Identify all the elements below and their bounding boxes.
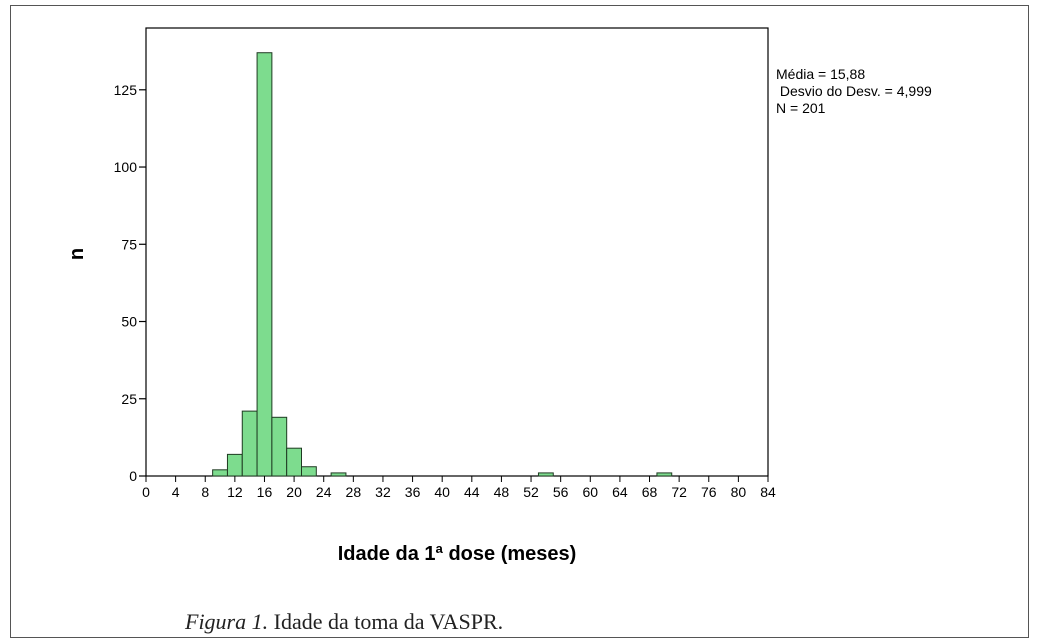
figure-frame: 0 4 8 12 16 20 24 28 32 36 40 44 48 52 56 60 64 68 72 76 80 8… [10,5,1029,638]
y-tick-label: 75 [121,236,137,252]
x-tick-label: 20 [286,484,302,500]
y-tick-label: 50 [121,314,137,330]
bars-group [212,52,673,477]
x-tick-label: 52 [523,484,539,500]
x-tick-label: 40 [434,484,450,500]
plot-area [145,27,769,477]
histogram-bar [212,469,228,477]
histogram-bar [330,472,347,477]
histogram-bar [226,453,243,477]
x-tick-label: 36 [405,484,421,500]
histogram-bar [271,416,288,477]
y-tick-label: 25 [121,391,137,407]
x-tick-label: 32 [375,484,391,500]
y-tick-label: 100 [114,159,138,175]
y-tick-label: 0 [129,468,137,484]
y-axis: 0 25 50 75 100 125 [114,82,146,484]
stats-mean: Média = 15,88 [776,66,865,82]
x-tick-label: 16 [257,484,273,500]
histogram-bar [286,447,303,477]
x-tick-label: 8 [201,484,209,500]
y-tick-label: 125 [114,82,138,98]
x-tick-label: 56 [553,484,569,500]
histogram-bar [656,472,673,477]
x-tick-label: 68 [642,484,658,500]
figure-caption: Figura 1. Idade da toma da VASPR. [185,609,503,635]
x-axis: 0 4 8 12 16 20 24 28 32 36 40 44 48 52 56 60 64 68 72 76 80 8… [142,476,776,500]
stats-n: N = 201 [776,100,826,116]
x-tick-label: 48 [494,484,510,500]
x-tick-label: 24 [316,484,332,500]
x-tick-label: 0 [142,484,150,500]
x-axis-title: Idade da 1ª dose (meses) [338,543,577,565]
stats-box: Média = 15,88 Desvio do Desv. = 4,999 N … [776,66,932,116]
x-tick-label: 4 [172,484,180,500]
x-tick-label: 64 [612,484,628,500]
y-axis-title: n [66,248,88,260]
x-tick-label: 28 [346,484,362,500]
caption-figure-label: Figura 1. [185,609,269,634]
x-tick-label: 76 [701,484,717,500]
x-tick-label: 60 [582,484,598,500]
x-tick-label: 84 [760,484,776,500]
stats-sd: Desvio do Desv. = 4,999 [776,83,932,99]
histogram-bar [301,466,317,477]
histogram-bar [241,410,258,477]
x-tick-label: 44 [464,484,480,500]
histogram-bar [256,52,273,477]
histogram-chart: 0 4 8 12 16 20 24 28 32 36 40 44 48 52 56 60 64 68 72 76 80 8… [66,27,932,565]
x-tick-label: 12 [227,484,243,500]
caption-text: Idade da toma da VASPR. [268,609,504,634]
x-tick-label: 72 [671,484,687,500]
x-tick-label: 80 [731,484,747,500]
histogram-bar [537,472,554,477]
